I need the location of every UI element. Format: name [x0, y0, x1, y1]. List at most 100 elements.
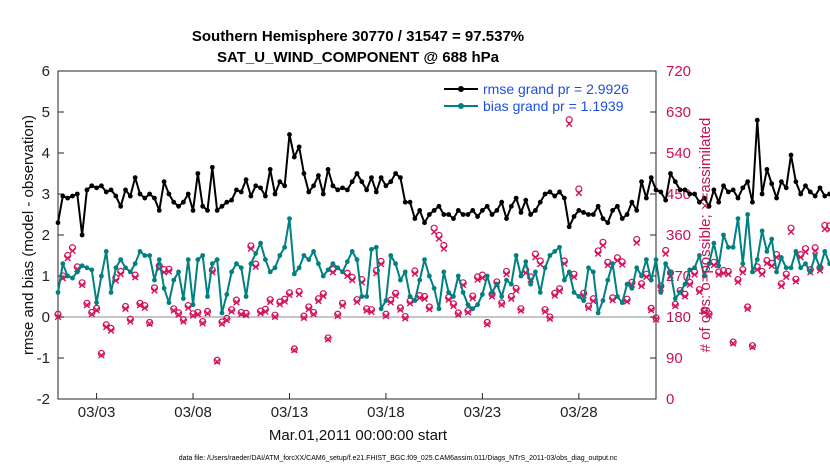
obs-assimilated-point — [575, 189, 583, 197]
obs-possible-point — [662, 246, 670, 255]
bias-point — [190, 302, 196, 308]
rmse-point — [156, 208, 162, 213]
obs-assimilated-point — [180, 318, 187, 325]
legend-label-rmse: rmse grand pr = 2.9926 — [483, 81, 629, 97]
y-axis-label-left: rmse and bias (model - observation) — [20, 115, 37, 355]
obs-assimilated-point — [319, 292, 327, 300]
obs-possible-point — [194, 308, 202, 317]
rmse-point — [171, 199, 177, 205]
obs-assimilated-point — [700, 308, 708, 316]
rmse-point — [205, 208, 210, 213]
bias-point — [465, 302, 471, 308]
rmse-point — [407, 199, 413, 205]
bias-point — [296, 265, 302, 271]
bias-point — [552, 249, 558, 254]
bias-point — [205, 294, 210, 299]
rmse-point — [798, 191, 804, 197]
obs-assimilated-point — [276, 300, 284, 308]
bias-point — [311, 249, 316, 254]
rmse-point — [528, 212, 534, 217]
obs-assimilated-point — [729, 340, 737, 347]
rmse-point — [441, 212, 447, 217]
bias-point — [455, 273, 461, 279]
obs-assimilated-point — [570, 273, 578, 281]
bias-point — [484, 273, 490, 279]
bias-point — [581, 298, 587, 303]
rmse-point — [590, 212, 596, 217]
rmse-point — [571, 214, 577, 219]
footer-data-file: data file: /Users/raeder/DAI/ATM_forcXX/… — [179, 455, 618, 462]
obs-assimilated-point — [339, 302, 346, 309]
bias-point — [639, 273, 644, 279]
obs-assimilated-point — [199, 320, 206, 327]
obs-possible-point — [652, 314, 660, 322]
obs-possible-point — [541, 306, 549, 314]
rmse-point — [200, 203, 206, 209]
x-tick-label: 03/13 — [271, 404, 309, 421]
obs-assimilated-point — [556, 287, 563, 295]
obs-assimilated-point — [204, 310, 211, 317]
obs-assimilated-point — [184, 304, 192, 312]
rmse-point — [807, 189, 813, 195]
rmse-point — [754, 117, 760, 123]
bias-point — [103, 249, 109, 254]
bias-point — [123, 265, 128, 271]
obs-assimilated-point — [763, 259, 771, 267]
rmse-point — [127, 193, 133, 199]
rmse-point — [311, 183, 316, 189]
rmse-point — [494, 208, 500, 213]
bias-point — [624, 281, 630, 287]
bias-point — [479, 292, 485, 297]
obs-assimilated-point — [107, 327, 115, 334]
bias-point — [759, 228, 765, 234]
bias-point — [542, 265, 548, 271]
rmse-point — [692, 191, 697, 197]
obs-possible-point — [401, 312, 409, 321]
rmse-point — [725, 189, 731, 195]
rmse-point — [70, 193, 75, 199]
x-axis-label: Mar.01,2011 00:00:00 start — [269, 427, 448, 444]
obs-assimilated-point — [242, 311, 250, 319]
rmse-point — [436, 203, 442, 209]
rmse-point — [817, 185, 823, 191]
bias-point — [229, 269, 235, 275]
rmse-point — [65, 195, 71, 201]
rmse-point — [783, 185, 789, 191]
y2-tick-label: 630 — [666, 104, 691, 121]
bias-point — [730, 244, 736, 250]
obs-assimilated-point — [223, 316, 231, 324]
bias-point — [508, 281, 514, 287]
rmse-point — [277, 179, 283, 185]
bias-point — [214, 257, 220, 262]
legend: rmse grand pr = 2.9926 bias grand pr = 1… — [444, 81, 629, 114]
rmse-point — [335, 187, 341, 193]
y-tick-label: 5 — [42, 104, 50, 121]
obs-assimilated-point — [498, 301, 505, 308]
bias-point — [769, 236, 775, 242]
rmse-point — [595, 203, 601, 209]
rmse-point — [513, 195, 519, 201]
bias-point — [60, 261, 66, 267]
rmse-point — [108, 187, 114, 193]
bias-point — [518, 273, 524, 279]
rmse-point — [431, 208, 437, 213]
y-tick-label: 6 — [42, 63, 50, 80]
obs-assimilated-point — [228, 308, 235, 315]
rmse-point — [658, 189, 664, 195]
bias-point — [166, 300, 172, 306]
obs-possible-point — [170, 305, 178, 313]
bias-point — [692, 265, 697, 271]
rmse-point — [576, 208, 582, 213]
obs-assimilated-point — [329, 269, 337, 276]
rmse-point — [610, 208, 615, 213]
rmse-point — [561, 195, 567, 201]
rmse-point — [234, 187, 239, 193]
obs-assimilated-point — [430, 228, 438, 236]
rmse-point — [89, 183, 95, 189]
obs-possible-point — [744, 303, 752, 311]
rmse-point — [668, 171, 673, 176]
bias-point — [176, 269, 181, 275]
obs-assimilated-point — [324, 336, 332, 343]
rmse-point — [605, 220, 611, 226]
obs-possible-point — [83, 299, 91, 307]
